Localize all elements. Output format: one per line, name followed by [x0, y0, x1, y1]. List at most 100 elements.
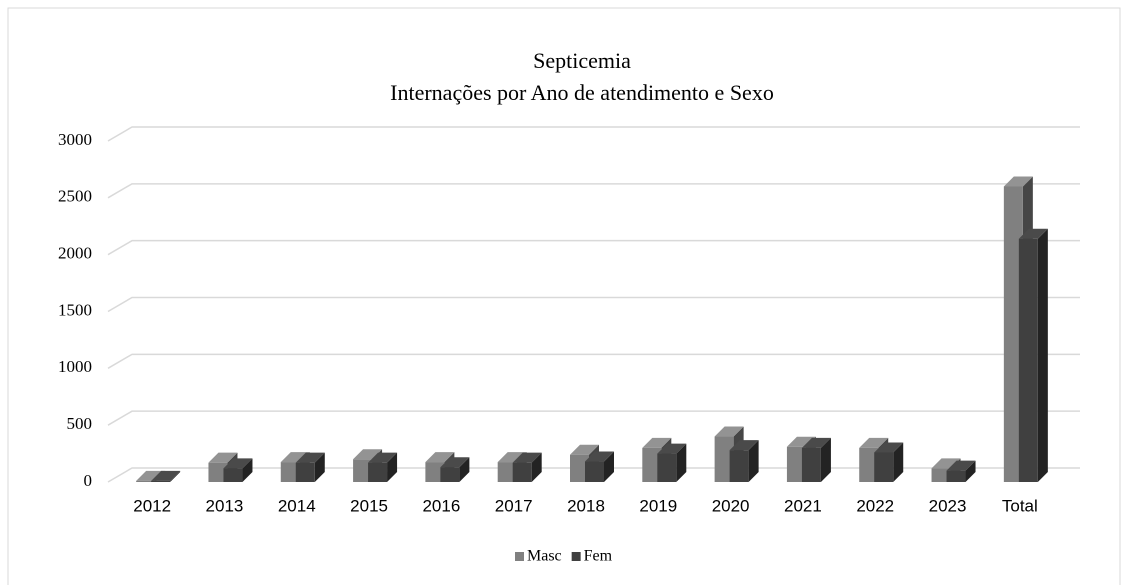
bar-front: [642, 447, 662, 482]
x-tick-label: 2022: [856, 496, 894, 515]
bar: [440, 457, 470, 482]
bar-front: [859, 447, 879, 482]
bar-front: [223, 468, 243, 482]
bar-front: [425, 462, 445, 482]
bar: [657, 443, 687, 482]
bar-top: [714, 426, 744, 437]
grid-line: [107, 410, 1080, 426]
bar-front: [801, 447, 821, 482]
bar-top: [1003, 176, 1033, 187]
bar-front: [512, 462, 532, 482]
y-tick-label: 2000: [58, 244, 92, 263]
bar-side: [531, 452, 542, 482]
bar-top: [946, 460, 976, 471]
bar-top: [874, 442, 904, 453]
bar-side: [965, 460, 976, 482]
bar-top: [570, 444, 599, 455]
bar-top: [295, 452, 325, 463]
legend-swatch: [571, 552, 581, 561]
legend-label: Masc: [527, 548, 562, 565]
bar-top: [440, 457, 470, 468]
bar-front: [1018, 238, 1038, 482]
x-tick-label: 2018: [567, 496, 605, 515]
x-tick-label: 2014: [278, 496, 316, 515]
bar: [512, 452, 542, 482]
bar-top: [931, 458, 961, 469]
legend-label: Fem: [584, 548, 613, 565]
chart-title: Septicemia: [533, 48, 631, 73]
grid-line: [107, 296, 1080, 313]
bar-top: [353, 449, 383, 460]
grid-line: [107, 126, 1080, 142]
bar-front: [497, 462, 517, 482]
y-tick-label: 500: [67, 414, 93, 433]
bar-front: [729, 450, 749, 482]
bar-front: [570, 454, 589, 482]
bar-top: [208, 452, 238, 463]
bar-side: [387, 452, 398, 482]
bar-top: [585, 451, 614, 462]
bar-side: [820, 437, 831, 482]
x-tick-label: 2020: [712, 496, 750, 515]
chart-frame: [7, 7, 1121, 585]
bar-top: [657, 443, 687, 454]
bar-top: [223, 458, 253, 469]
x-tick-label: 2019: [639, 496, 677, 515]
bar-top: [512, 452, 542, 463]
bar: [729, 440, 759, 482]
bar: [223, 458, 253, 482]
bar-front: [585, 461, 604, 482]
bar-top: [729, 440, 759, 451]
bar-top: [151, 470, 181, 481]
bar-top: [801, 437, 831, 448]
y-tick-label: 1500: [58, 300, 92, 319]
bar-side: [604, 451, 614, 482]
bar-side: [314, 452, 325, 482]
y-tick-label: 2500: [58, 187, 92, 206]
x-tick-label: 2016: [422, 496, 460, 515]
bar: [585, 451, 614, 482]
bar-front: [714, 436, 734, 482]
y-tick-label: 3000: [58, 130, 92, 149]
bar-front: [368, 462, 388, 482]
bar: [295, 452, 325, 482]
bar-top: [859, 437, 889, 448]
grid-line: [107, 183, 1080, 199]
grid-line: [107, 239, 1080, 256]
x-tick-label: 2012: [133, 496, 171, 515]
bar-front: [440, 467, 460, 482]
bar: [801, 437, 831, 482]
x-tick-label: Total: [1002, 496, 1038, 515]
bar-front: [136, 480, 156, 482]
x-tick-label: 2021: [784, 496, 822, 515]
bar-front: [353, 459, 373, 482]
y-tick-label: 0: [84, 471, 93, 490]
chart-subtitle: Internações por Ano de atendimento e Sex…: [390, 80, 774, 105]
bar-front: [1003, 186, 1023, 482]
bar: [874, 442, 904, 482]
bar-side: [748, 440, 759, 482]
bar-side: [1037, 228, 1048, 482]
bar-front: [657, 453, 677, 482]
bar-side: [893, 442, 904, 482]
bar-top: [1018, 228, 1048, 239]
bar-front: [874, 452, 894, 482]
x-tick-label: 2017: [495, 496, 533, 515]
grid-line: [107, 353, 1080, 369]
bar-top: [425, 452, 455, 463]
bar-front: [295, 462, 315, 482]
bar-front: [786, 446, 806, 482]
bar-front: [931, 468, 951, 482]
bar: [368, 452, 398, 482]
bar: [151, 470, 181, 482]
legend-swatch: [515, 552, 524, 561]
bar-side: [170, 470, 181, 482]
bar-front: [946, 470, 966, 482]
x-tick-label: 2013: [206, 496, 244, 515]
bar-top: [497, 452, 527, 463]
bar: [946, 460, 976, 482]
bar-top: [368, 452, 398, 463]
y-tick-label: 1000: [58, 357, 92, 376]
bar-top: [642, 437, 672, 448]
